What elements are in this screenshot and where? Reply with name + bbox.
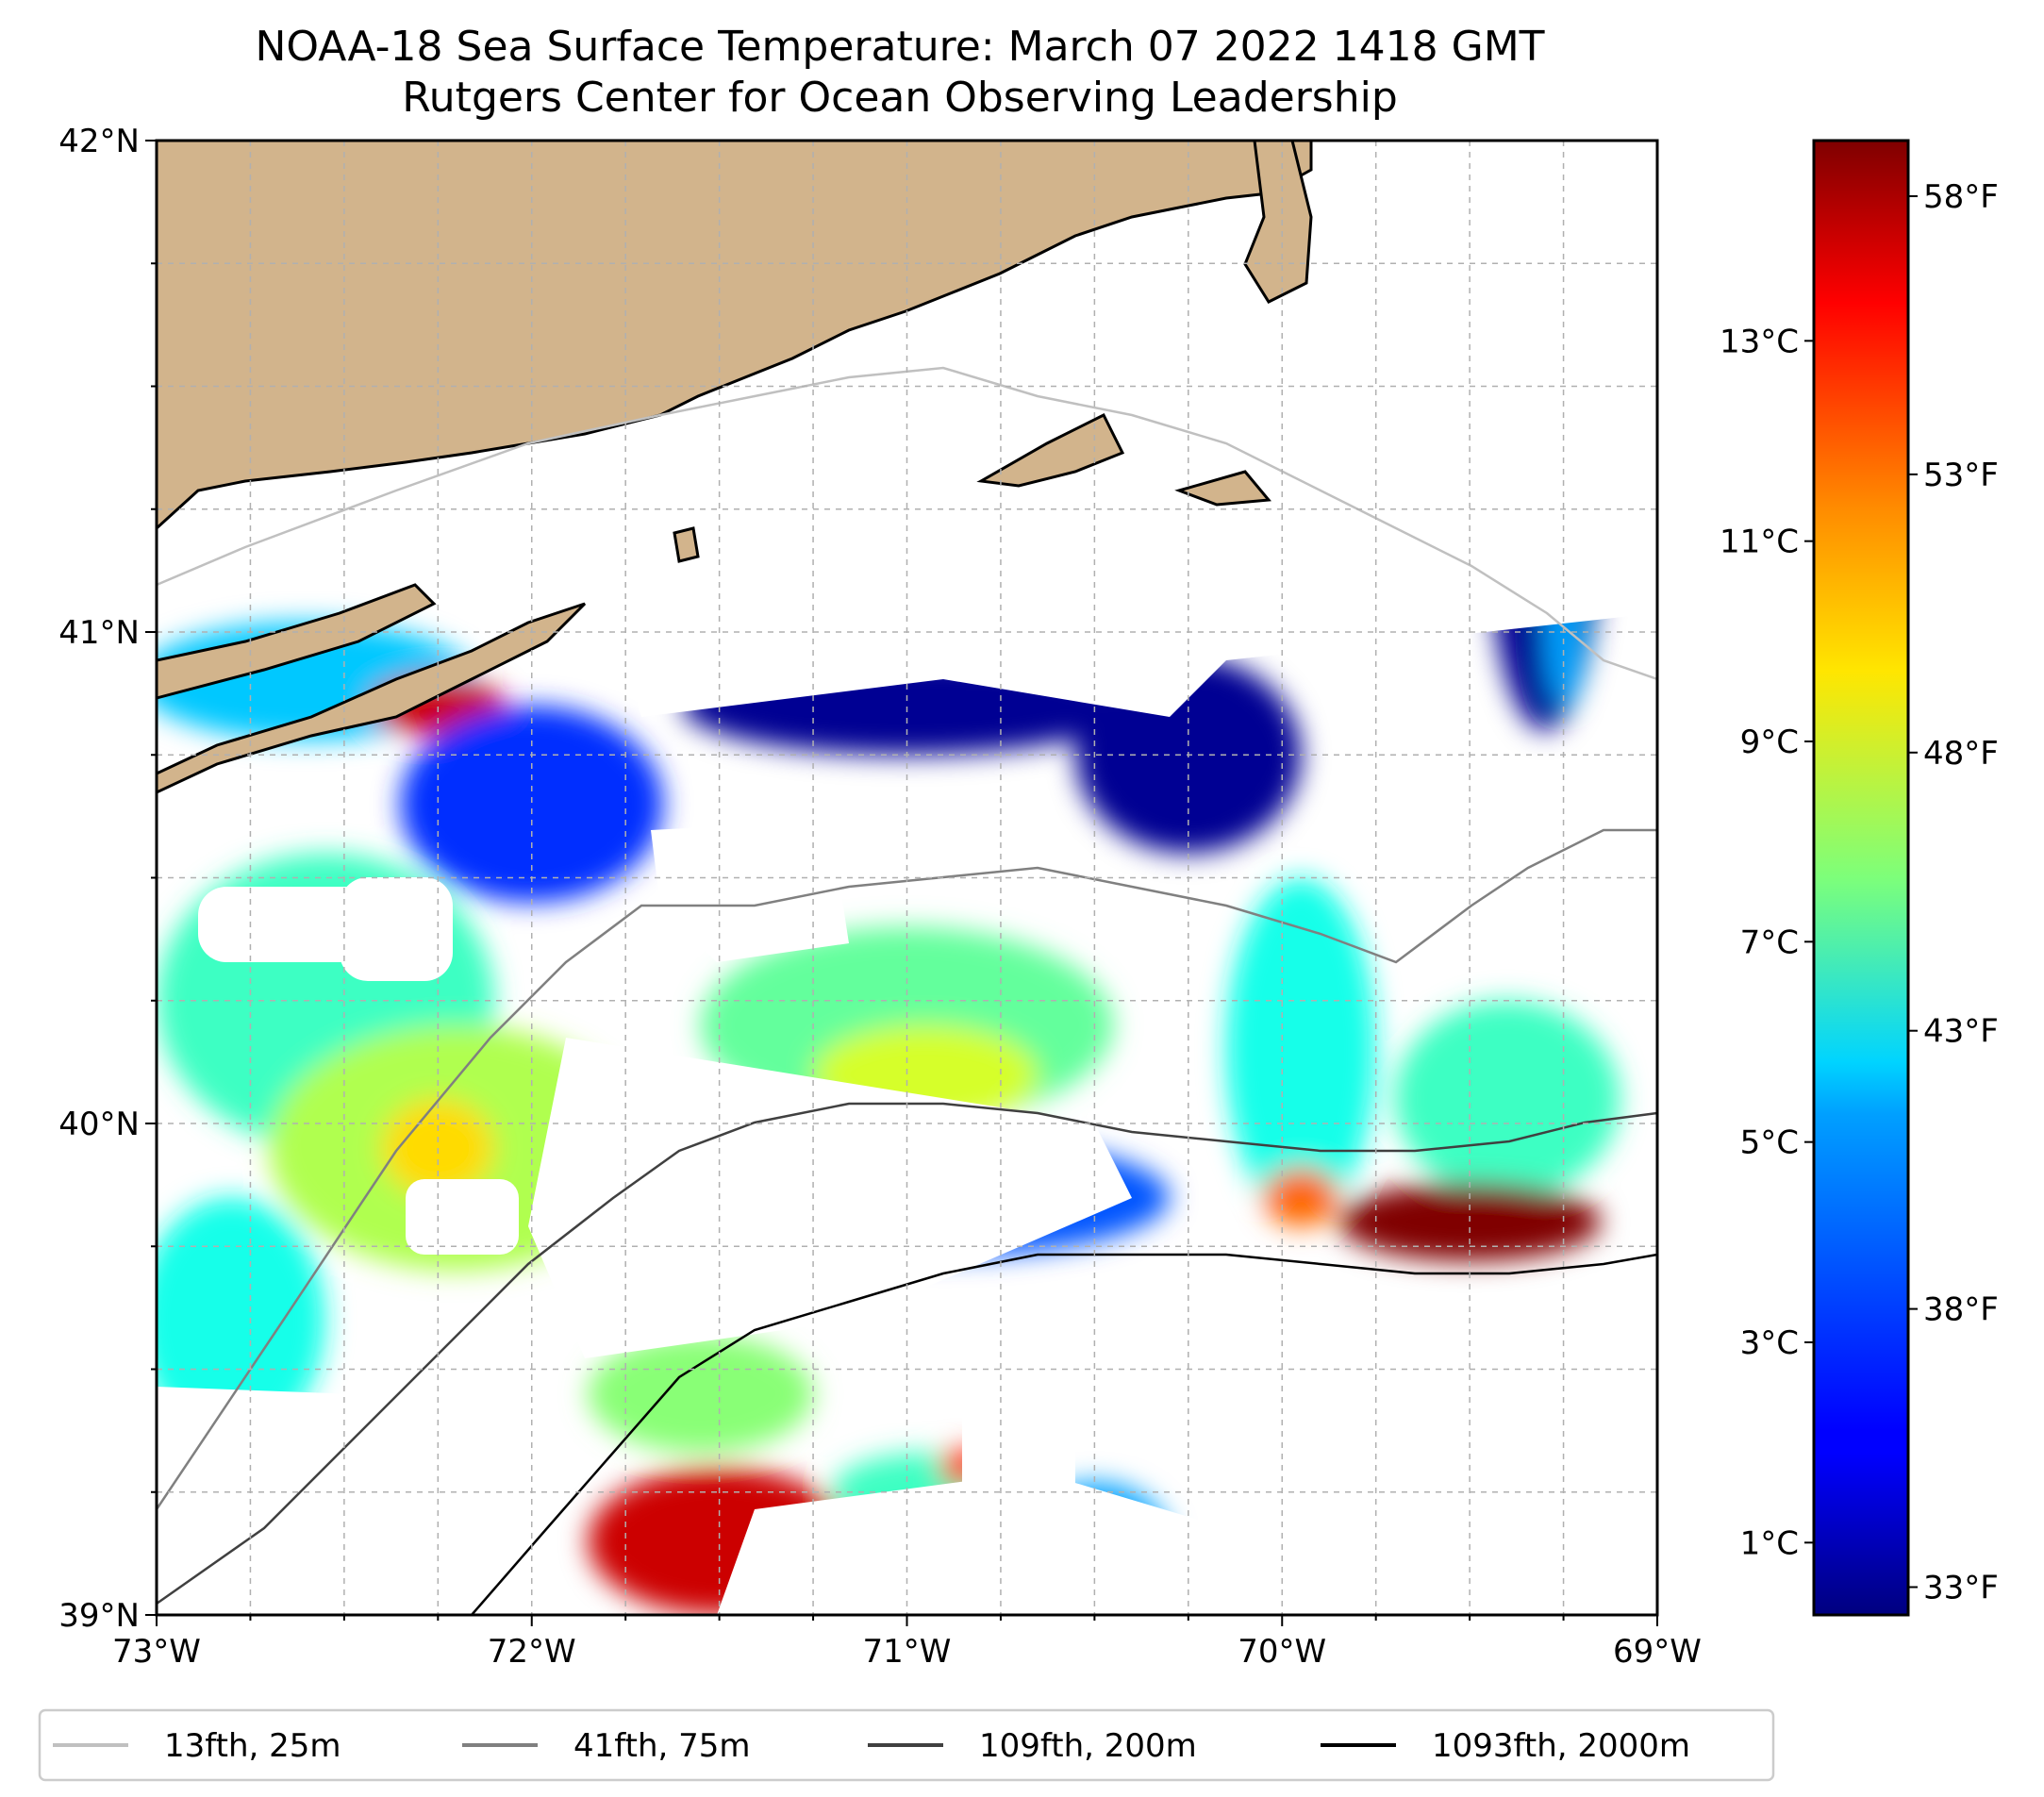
chart-title: NOAA-18 Sea Surface Temperature: March 0… [255,23,1544,71]
x-tick-label: 70°W [1238,1633,1326,1671]
y-tick-label: 40°N [58,1106,140,1143]
cape-cod [1243,141,1313,304]
legend-label: 1093fth, 2000m [1432,1727,1690,1765]
nantucket [1174,470,1271,507]
sst-region [1225,877,1376,1223]
colorbar-fahrenheit-label: 38°F [1923,1291,1999,1329]
contour-2000m [471,1253,1657,1615]
bathymetry-contours [157,366,1657,1615]
sst-region [400,706,663,903]
long-island [157,602,587,794]
land-masses [157,141,1313,794]
colorbar-fahrenheit-label: 53°F [1923,457,1999,494]
legend-label: 13fth, 25m [164,1727,341,1765]
marthas-vineyard [976,412,1125,488]
legend: 13fth, 25m 41fth, 75m 109fth, 200m 1093fth,… [38,1708,1775,1782]
colorbar-celsius-label: 7°C [1740,923,1799,961]
colorbar-celsius-ticks: 1°C 3°C 5°C 7°C 9°C 11°C 13°C [1720,323,1814,1562]
colorbar-celsius-label: 9°C [1740,724,1799,761]
sst-region [1263,1167,1338,1227]
legend-label: 109fth, 200m [979,1727,1197,1765]
y-axis: 39°N 40°N 41°N 42°N [58,123,157,1635]
x-tick-label: 71°W [863,1633,952,1671]
legend-label: 41fth, 75m [573,1727,751,1765]
sst-region [157,1197,325,1443]
colorbar-gradient [1812,139,1910,1617]
colorbar-celsius-label: 5°C [1740,1124,1799,1162]
x-tick-label: 69°W [1613,1633,1702,1671]
contour-25m [157,366,1657,681]
sst-region [1394,1000,1620,1198]
colorbar-fahrenheit-label: 33°F [1923,1570,1999,1607]
gridlines [157,141,1657,1615]
mainland-new-england [157,141,1313,531]
x-axis: 73°W 72°W 71°W 70°W 69°W [112,1615,1702,1671]
colorbar-celsius-label: 11°C [1720,524,1799,561]
chart-subtitle: Rutgers Center for Ocean Observing Leade… [402,74,1398,122]
colorbar-fahrenheit-ticks: 33°F 38°F 43°F 48°F 53°F 58°F [1908,178,1999,1607]
legend-entries: 13fth, 25m 41fth, 75m 109fth, 200m 1093fth,… [53,1727,1690,1765]
colorbar: 1°C 3°C 5°C 7°C 9°C 11°C 13°C 33°F 38°F 43°F 48°F… [1720,139,1999,1617]
y-tick-label: 41°N [58,614,140,652]
y-tick-label: 39°N [58,1597,140,1635]
colorbar-celsius-label: 13°C [1720,323,1799,360]
sst-region [1338,1182,1602,1261]
colorbar-fahrenheit-label: 58°F [1923,178,1999,216]
long-island-east [157,583,437,700]
x-tick-label: 72°W [488,1633,576,1671]
colorbar-fahrenheit-label: 43°F [1923,1013,1999,1051]
colorbar-celsius-label: 1°C [1740,1524,1799,1562]
colorbar-celsius-label: 3°C [1740,1324,1799,1362]
sst-region [588,1335,814,1454]
block-island [673,526,700,563]
colorbar-fahrenheit-label: 48°F [1923,735,1999,773]
map-area [157,141,1657,1615]
x-tick-label: 73°W [112,1633,201,1671]
contour-200m [157,1102,1657,1606]
y-tick-label: 42°N [58,123,140,160]
contour-75m [157,828,1657,1510]
